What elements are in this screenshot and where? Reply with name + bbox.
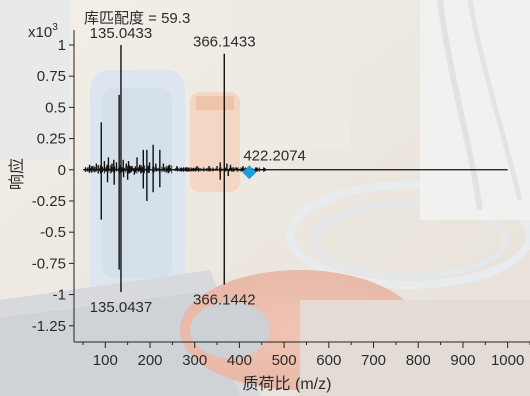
y-tick-label: -1.25 xyxy=(32,318,66,335)
x-tick-label: 500 xyxy=(272,352,297,369)
peak-annotation: 135.0437 xyxy=(90,299,153,316)
peak-annotation: 366.1442 xyxy=(193,292,256,309)
y-axis: 1 0.75 0.5 0.25 0 -0.25 -0.5 -0.75 -1 -1.25 xyxy=(32,30,75,342)
peak-annotation: 366.1433 xyxy=(193,34,256,51)
marker-layer xyxy=(242,165,257,180)
peaks xyxy=(84,44,267,293)
x-tick-label: 1000 xyxy=(491,352,524,369)
library-match-score: 库匹配度 = 59.3 xyxy=(84,10,190,27)
x-tick-label: 200 xyxy=(137,352,162,369)
y-tick-label: 0.25 xyxy=(37,131,66,148)
x-tick-label: 100 xyxy=(93,352,118,369)
y-tick-label: -0.5 xyxy=(40,224,66,241)
x-tick-label: 300 xyxy=(182,352,207,369)
y-tick-label: 1 xyxy=(58,37,66,54)
y-tick-label: 0 xyxy=(58,162,66,179)
x-tick-label: 900 xyxy=(450,352,475,369)
x-tick-label: 700 xyxy=(361,352,386,369)
y-tick-label: -1 xyxy=(53,287,66,304)
x-tick-label: 600 xyxy=(316,352,341,369)
x-tick-label: 400 xyxy=(227,352,252,369)
x-tick-label: 800 xyxy=(406,352,431,369)
precursor-diamond-marker xyxy=(242,165,257,180)
x-axis-title: 质荷比 (m/z) xyxy=(243,375,332,393)
y-axis-title: 响应 xyxy=(7,158,26,190)
y-axis-multiplier: x103 xyxy=(28,22,58,41)
chart-header: x103 库匹配度 = 59.3 xyxy=(28,10,190,41)
peak-annotation: 422.2074 xyxy=(243,147,306,164)
y-tick-label: 0.5 xyxy=(45,99,66,116)
x-axis: 100 200 300 400 500 600 700 800 900 1000 xyxy=(74,341,530,369)
y-tick-label: -0.25 xyxy=(32,193,66,210)
peak-annotation: 135.0433 xyxy=(90,25,153,42)
y-tick-label: -0.75 xyxy=(32,255,66,272)
y-tick-label: 0.75 xyxy=(37,68,66,85)
peak-annotations: 135.0433 366.1433 422.2074 135.0437 366.1442 xyxy=(90,25,306,316)
